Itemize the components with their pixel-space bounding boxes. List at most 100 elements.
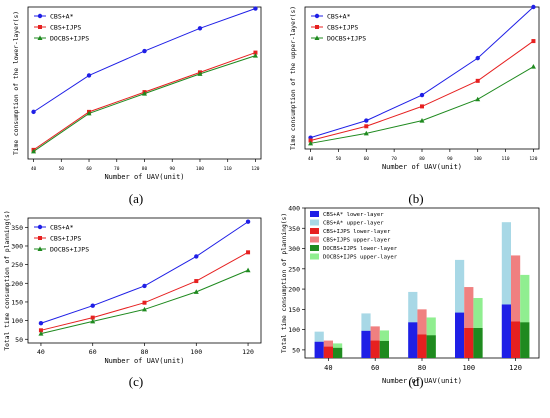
legend-label: CBS+IJPS [50, 24, 81, 32]
data-point [90, 315, 95, 320]
legend-marker [314, 35, 320, 40]
legend-label: DOCBS+IJPS lower-layer [323, 246, 398, 252]
x-tick-label: 100 [196, 166, 204, 172]
x-tick-label: 50 [336, 156, 342, 162]
data-point [142, 300, 147, 305]
data-point [38, 331, 44, 336]
x-tick-label: 70 [114, 166, 120, 172]
data-point [531, 4, 536, 10]
series-line-docbs-ijps [33, 55, 256, 152]
series-line-cbs-ijps [310, 40, 534, 141]
data-point [142, 283, 147, 289]
data-point [246, 250, 251, 255]
panel-caption: (c) [129, 374, 143, 389]
y-axis-label: Total time consumption of planning(s) [281, 213, 288, 353]
legend-label: CBS+A* lower-layer [323, 212, 384, 218]
bar-cbs-ijps-lower-layer [323, 346, 333, 358]
data-point [364, 118, 369, 123]
legend-marker [37, 13, 43, 19]
data-point [38, 328, 43, 333]
bar-docbs-ijps-lower-layer [333, 347, 343, 358]
bar-cbs-ijps-lower-layer [511, 321, 521, 358]
bar-docbs-ijps-lower-layer [520, 322, 530, 358]
x-tick-label: 40 [324, 364, 332, 372]
data-point [31, 148, 37, 154]
bar-cbs-ijps-upper-layer [511, 255, 521, 358]
x-tick-label: 80 [419, 156, 425, 162]
bar-docbs-ijps-lower-layer [379, 340, 389, 358]
data-point [364, 124, 369, 129]
data-point [475, 55, 480, 61]
x-tick-label: 70 [391, 156, 397, 162]
data-point [193, 289, 199, 294]
data-point [363, 130, 369, 136]
y-tick-label: 50 [292, 346, 300, 354]
data-point [31, 109, 36, 115]
data-point [245, 219, 251, 224]
y-tick-label: 100 [288, 326, 300, 334]
legend-label: CBS+A* [50, 224, 74, 232]
data-point [90, 318, 96, 324]
y-tick-label: 250 [11, 261, 23, 269]
bar-cbs-a-lower-layer [408, 322, 418, 358]
data-point [308, 138, 313, 143]
bar-cbs-ijps-lower-layer [370, 340, 380, 358]
legend-swatch [310, 219, 319, 226]
legend-marker [314, 13, 320, 19]
x-tick-label: 110 [224, 166, 232, 172]
x-tick-label: 90 [447, 156, 453, 162]
bar-cbs-a-lower-layer [361, 330, 371, 358]
x-tick-label: 80 [142, 166, 148, 172]
data-point [419, 118, 425, 123]
data-point [86, 110, 92, 116]
legend-swatch [310, 228, 319, 234]
legend-label: CBS+IJPS [327, 24, 358, 32]
data-point [86, 73, 92, 78]
y-tick-label: 200 [11, 280, 23, 288]
bar-cbs-a-upper-layer [501, 222, 511, 358]
legend-label: CBS+A* [50, 13, 74, 21]
legend-swatch [310, 211, 319, 217]
y-tick-label: 350 [11, 224, 23, 232]
x-axis-label: Number of UAV(unit) [382, 377, 462, 385]
data-point [197, 71, 203, 76]
legend-swatch [310, 236, 319, 243]
legend-swatch [310, 245, 319, 251]
data-point [253, 6, 258, 11]
series-line-cbs-ijps [33, 52, 256, 151]
x-tick-label: 120 [509, 364, 522, 372]
legend-label: DOCBS+IJPS upper-layer [323, 255, 398, 261]
x-tick-label: 40 [37, 348, 45, 356]
bar-cbs-a-upper-layer [455, 259, 465, 358]
x-axis-label: Number of UAV(unit) [104, 357, 184, 365]
x-tick-label: 60 [86, 166, 92, 172]
data-point [38, 321, 44, 326]
x-tick-label: 80 [141, 348, 149, 356]
y-axis-label: Total time consumption of planning(s) [4, 210, 11, 350]
data-point [197, 26, 203, 31]
y-tick-label: 350 [288, 225, 300, 233]
legend-label: DOCBS+IJPS [50, 246, 89, 254]
data-point [245, 267, 251, 273]
y-axis-label: Time consumption of the lower-layer(s) [13, 11, 20, 155]
legend-marker [37, 224, 43, 230]
x-tick-label: 60 [371, 364, 379, 372]
legend-label: CBS+A* upper-layer [323, 221, 384, 227]
bar-docbs-ijps-lower-layer [473, 328, 483, 358]
legend-label: CBS+A* [327, 13, 351, 21]
legend-marker [37, 35, 43, 40]
x-tick-label: 60 [89, 348, 97, 356]
y-tick-label: 150 [11, 298, 23, 306]
x-tick-label: 80 [418, 364, 426, 372]
x-tick-label: 100 [462, 364, 475, 372]
bar-docbs-ijps-lower-layer [426, 335, 436, 358]
legend-marker [38, 25, 42, 29]
x-tick-label: 90 [170, 166, 176, 172]
bar-docbs-ijps-upper-layer [520, 274, 530, 358]
data-point [419, 92, 425, 98]
data-point [420, 104, 424, 109]
legend-label: CBS+IJPS upper-layer [323, 238, 391, 244]
